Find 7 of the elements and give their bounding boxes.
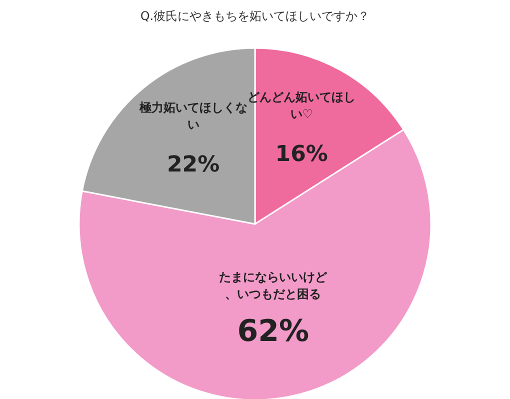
- data-label: 16%: [275, 142, 328, 168]
- data-label: 22%: [166, 152, 220, 178]
- slice-label: どんどん妬いてほしい♡: [248, 90, 356, 122]
- slice-label: たまにならいいけど、いつもだと困る: [219, 270, 328, 302]
- slice-label: 極力妬いてほしくない: [138, 100, 248, 132]
- chart-title: Q.彼氏にやきもちを妬いてほしいですか？: [140, 9, 370, 23]
- data-label: 62%: [237, 314, 310, 350]
